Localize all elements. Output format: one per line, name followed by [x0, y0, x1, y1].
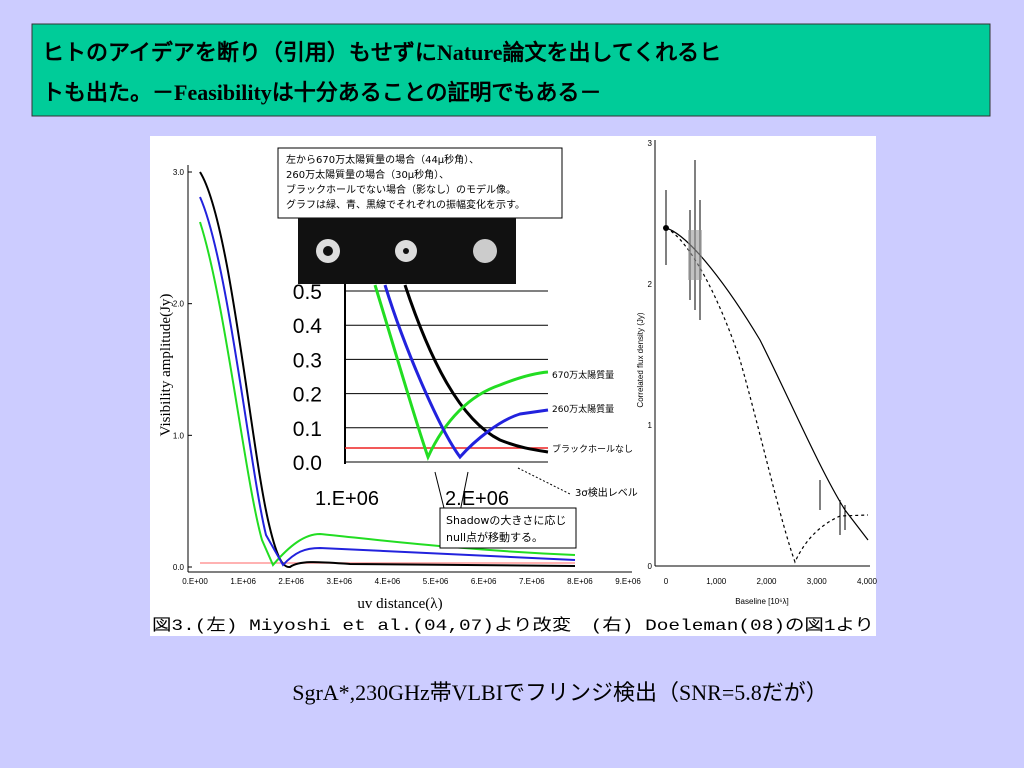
footer-text: SgrA*,230GHz帯VLBIでフリンジ検出（SNR=5.8だが） — [292, 680, 828, 705]
inset-legend-label: 670万太陽質量 — [552, 369, 614, 381]
y-tick-label: 0.0 — [173, 563, 185, 572]
x-tick-label: 4.E+06 — [375, 577, 401, 586]
title-line: ヒトのアイデアを断り（引用）もせずにNature論文を出してくれるヒ — [42, 40, 721, 65]
x-tick-label: 8.E+06 — [567, 577, 593, 586]
inset-y-tick-label: 0.0 — [293, 452, 322, 475]
curve-blue — [199, 196, 576, 567]
y-tick-label: 1.0 — [173, 431, 185, 440]
detection-label: 3σ検出レベル — [575, 486, 638, 499]
inset-legend-label: 260万太陽質量 — [552, 403, 614, 415]
x-tick-label: 9.E+06 — [615, 577, 641, 586]
title-box — [31, 23, 991, 117]
note-line: 左から670万太陽質量の場合（44μ秒角）、 — [286, 153, 479, 166]
figure-caption: 図3.(左) Miyoshi et al.(04,07)より改変 (右) Doe… — [152, 616, 874, 635]
inset-y-tick-label: 0.3 — [293, 349, 322, 372]
inset-y-tick-label: 0.4 — [293, 315, 323, 338]
inset — [340, 284, 550, 466]
right-model-dotted — [665, 227, 869, 564]
inset-x-tick-label: 2.E+06 — [445, 488, 509, 510]
shadow-note-box — [439, 507, 577, 549]
inset-y-tick-label: 0.1 — [293, 418, 322, 441]
x-tick-label: 1.E+06 — [230, 577, 256, 586]
shadow-note: Shadowの大きさに応じ — [446, 513, 566, 527]
inset-curve-blue — [383, 284, 549, 460]
right-y-tick-label: 0 — [648, 562, 653, 571]
left-y-label: Visibility amplitude(Jy) — [158, 294, 174, 437]
pointer — [434, 471, 446, 513]
data-cluster — [688, 230, 702, 280]
curve-black — [199, 171, 576, 568]
inset-y-tick-label: 0.5 — [293, 281, 322, 304]
inset-curve-black — [403, 284, 549, 454]
right-y-tick-label: 3 — [648, 139, 653, 148]
x-tick-label: 3.E+06 — [327, 577, 353, 586]
right-y-tick-label: 1 — [648, 421, 653, 430]
right-y-label: Correlated flux density (Jy) — [636, 312, 645, 407]
right-y-tick-label: 2 — [648, 280, 653, 289]
y-tick-label: 2.0 — [173, 300, 185, 309]
inset-curve-green — [373, 284, 549, 461]
right-x-tick-label: 4,000 — [857, 577, 878, 586]
x-tick-label: 0.E+00 — [182, 577, 208, 586]
pointer — [517, 467, 571, 495]
inset-legend-label: ブラックホールなし — [552, 443, 633, 455]
inset-y-tick-label: 0.2 — [293, 384, 322, 407]
shadow-note: null点が移動する。 — [446, 530, 543, 544]
image-blob — [403, 248, 409, 254]
x-tick-label: 7.E+06 — [519, 577, 545, 586]
image-blob — [323, 246, 333, 256]
right-x-tick-label: 2,000 — [756, 577, 777, 586]
x-tick-label: 5.E+06 — [423, 577, 449, 586]
right-x-tick-label: 3,000 — [807, 577, 828, 586]
title-line: トも出た。－Feasibilityは十分あることの証明でもある－ — [42, 80, 602, 105]
right-x-tick-label: 0 — [664, 577, 669, 586]
right-x-tick-label: 1,000 — [706, 577, 727, 586]
note-line: ブラックホールでない場合（影なし）のモデル像。 — [286, 183, 516, 196]
y-tick-label: 3.0 — [173, 168, 185, 177]
image-blob — [473, 239, 497, 263]
x-tick-label: 2.E+06 — [278, 577, 304, 586]
inset-x-tick-label: 1.E+06 — [315, 488, 379, 510]
right-x-label: Baseline [10⁶λ] — [735, 597, 789, 606]
note-line: 260万太陽質量の場合（30μ秒角）、 — [286, 168, 449, 181]
x-tick-label: 6.E+06 — [471, 577, 497, 586]
note-line: グラフは緑、青、黒線でそれぞれの振幅変化を示す。 — [286, 198, 525, 211]
left-x-label: uv distance(λ) — [357, 596, 442, 612]
pointer — [459, 471, 469, 513]
